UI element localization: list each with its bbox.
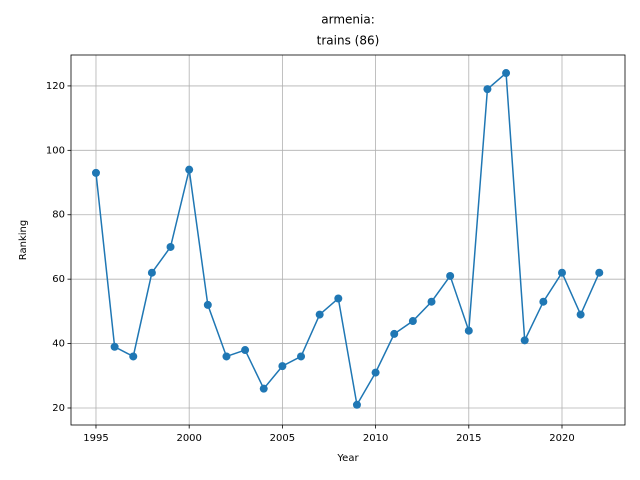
marker (557, 268, 566, 277)
marker (110, 342, 119, 351)
marker (408, 317, 417, 326)
marker (129, 352, 138, 361)
marker (297, 352, 306, 361)
marker (483, 85, 492, 94)
marker (576, 310, 585, 319)
x-tick-label: 1995 (83, 433, 108, 444)
plot-frame (70, 54, 626, 426)
marker (595, 268, 604, 277)
marker (166, 242, 175, 251)
marker (91, 168, 100, 177)
marker (334, 294, 343, 303)
marker (147, 268, 156, 277)
marker (185, 165, 194, 174)
y-tick-label: 120 (46, 81, 65, 92)
y-tick-label: 20 (52, 403, 65, 414)
marker (259, 384, 268, 393)
x-tick-label: 2005 (270, 433, 295, 444)
chart-title: armenia: (321, 13, 374, 27)
marker (352, 400, 361, 409)
marker (539, 297, 548, 306)
marker (502, 69, 511, 78)
x-tick-label: 2000 (176, 433, 201, 444)
marker (520, 336, 529, 345)
marker (203, 300, 212, 309)
y-axis-label: Ranking (18, 220, 29, 260)
x-axis-label: Year (336, 453, 359, 464)
y-tick-label: 60 (52, 274, 65, 285)
y-tick-label: 80 (52, 210, 65, 221)
marker (222, 352, 231, 361)
y-tick-label: 40 (52, 339, 65, 350)
marker (371, 368, 380, 377)
marker (446, 271, 455, 280)
marker (390, 329, 399, 338)
marker (464, 326, 473, 335)
line (95, 71, 600, 407)
y-tick-label: 100 (46, 145, 65, 156)
chart-title: trains (86) (317, 34, 380, 48)
x-tick-label: 2010 (363, 433, 388, 444)
marker (241, 346, 250, 355)
marker (315, 310, 324, 319)
x-tick-label: 2020 (549, 433, 574, 444)
x-tick-label: 2015 (456, 433, 481, 444)
marker (278, 362, 287, 371)
marker (427, 297, 436, 306)
